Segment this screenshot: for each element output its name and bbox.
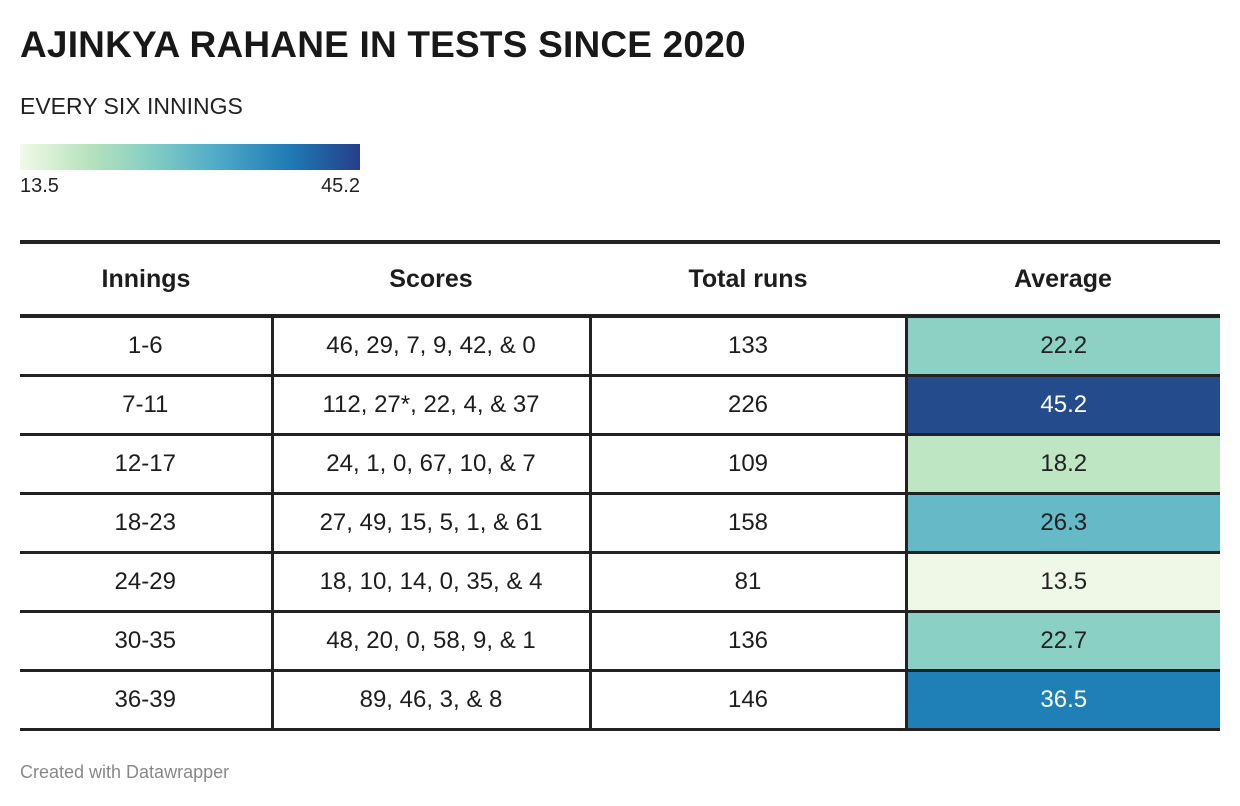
- color-scale-legend: [20, 144, 360, 170]
- total-runs-cell: 158: [588, 493, 906, 554]
- innings-cell: 7-11: [20, 375, 272, 436]
- average-cell: 13.5: [904, 552, 1220, 613]
- legend-max-label: 45.2: [321, 175, 360, 197]
- scores-cell: 112, 27*, 22, 4, & 37: [270, 375, 590, 436]
- average-cell: 18.2: [904, 434, 1220, 495]
- footer-credit: Created with Datawrapper: [20, 762, 230, 782]
- chart-title: AJINKYA RAHANE IN TESTS SINCE 2020: [20, 24, 746, 65]
- header-average[interactable]: Average: [906, 240, 1220, 318]
- chart-subtitle: EVERY SIX INNINGS: [20, 93, 243, 119]
- innings-cell: 12-17: [20, 434, 272, 495]
- scores-cell: 48, 20, 0, 58, 9, & 1: [270, 611, 590, 672]
- table-header-row: Innings Scores Total runs Average: [20, 240, 1220, 318]
- total-runs-cell: 136: [588, 611, 906, 672]
- average-cell: 45.2: [904, 375, 1220, 436]
- table-row: 18-23 27, 49, 15, 5, 1, & 61 158 26.3: [20, 493, 1220, 554]
- scores-cell: 46, 29, 7, 9, 42, & 0: [270, 316, 590, 377]
- average-cell: 22.2: [904, 316, 1220, 377]
- header-scores[interactable]: Scores: [272, 240, 590, 318]
- table-row: 36-39 89, 46, 3, & 8 146 36.5: [20, 670, 1220, 731]
- total-runs-cell: 81: [588, 552, 906, 613]
- table-row: 1-6 46, 29, 7, 9, 42, & 0 133 22.2: [20, 316, 1220, 377]
- innings-cell: 18-23: [20, 493, 272, 554]
- average-cell: 26.3: [904, 493, 1220, 554]
- innings-cell: 1-6: [20, 316, 272, 377]
- scores-cell: 24, 1, 0, 67, 10, & 7: [270, 434, 590, 495]
- scores-cell: 27, 49, 15, 5, 1, & 61: [270, 493, 590, 554]
- innings-cell: 24-29: [20, 552, 272, 613]
- scores-cell: 18, 10, 14, 0, 35, & 4: [270, 552, 590, 613]
- average-cell: 22.7: [904, 611, 1220, 672]
- header-innings[interactable]: Innings: [20, 240, 272, 318]
- data-table: Innings Scores Total runs Average 1-6 46,…: [20, 240, 1220, 731]
- table-row: 30-35 48, 20, 0, 58, 9, & 1 136 22.7: [20, 611, 1220, 672]
- total-runs-cell: 133: [588, 316, 906, 377]
- average-cell: 36.5: [904, 670, 1220, 731]
- total-runs-cell: 226: [588, 375, 906, 436]
- innings-cell: 36-39: [20, 670, 272, 731]
- legend-min-label: 13.5: [20, 175, 59, 197]
- total-runs-cell: 146: [588, 670, 906, 731]
- header-total-runs[interactable]: Total runs: [590, 240, 906, 318]
- total-runs-cell: 109: [588, 434, 906, 495]
- table-row: 12-17 24, 1, 0, 67, 10, & 7 109 18.2: [20, 434, 1220, 495]
- scores-cell: 89, 46, 3, & 8: [270, 670, 590, 731]
- table-row: 7-11 112, 27*, 22, 4, & 37 226 45.2: [20, 375, 1220, 436]
- table-row: 24-29 18, 10, 14, 0, 35, & 4 81 13.5: [20, 552, 1220, 613]
- innings-cell: 30-35: [20, 611, 272, 672]
